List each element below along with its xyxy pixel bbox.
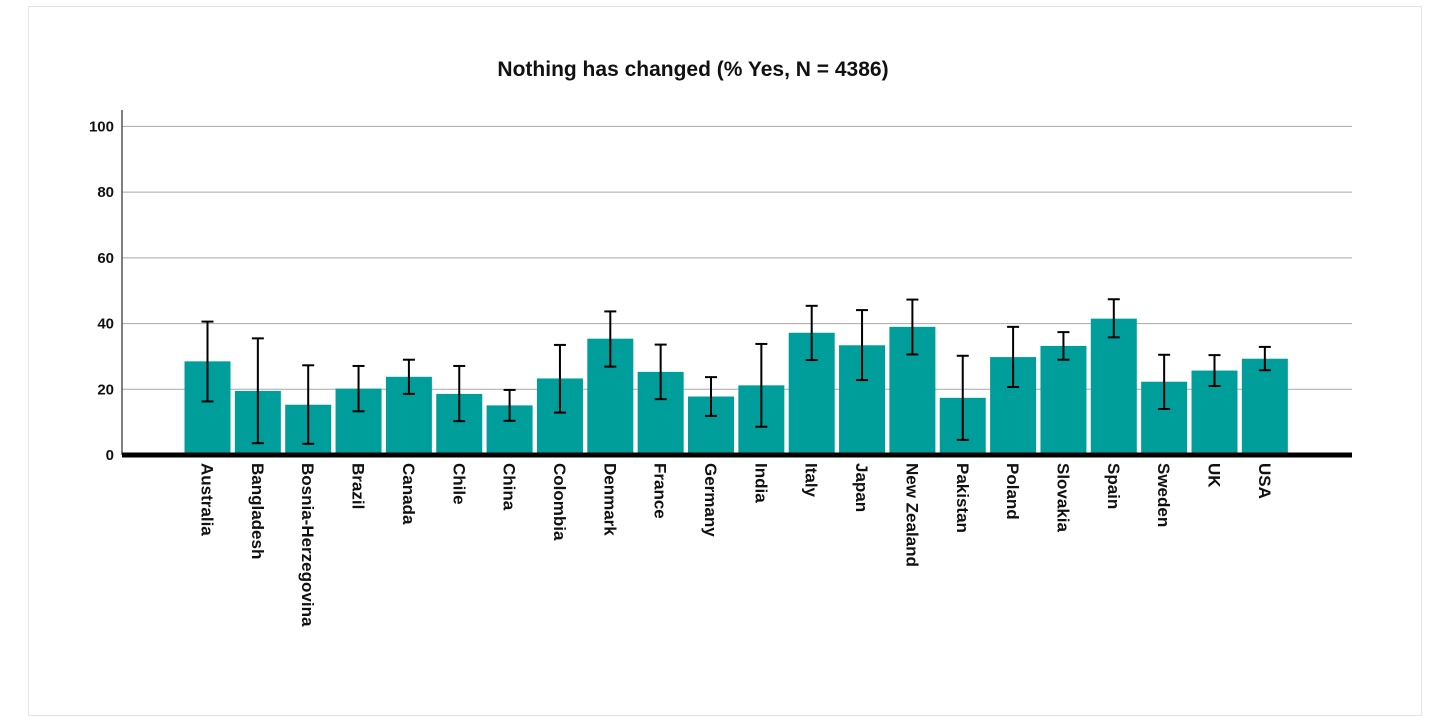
error-bar <box>755 342 768 428</box>
bars <box>184 318 1288 455</box>
error-bar <box>1007 325 1020 388</box>
y-tick-label: 20 <box>97 381 114 398</box>
x-category-label: India <box>751 463 770 503</box>
y-tick-label: 0 <box>106 447 114 464</box>
x-category-label: Brazil <box>349 463 368 509</box>
error-bar <box>654 343 667 401</box>
y-tick-label: 60 <box>97 250 114 267</box>
y-tick-label: 40 <box>97 316 114 333</box>
x-category-label: Sweden <box>1154 463 1173 527</box>
y-tick-label: 80 <box>97 184 114 201</box>
error-bar <box>705 376 717 417</box>
error-bar <box>1258 345 1271 372</box>
x-category-label: Colombia <box>550 463 569 541</box>
error-bar <box>402 358 415 395</box>
x-category-label: Denmark <box>600 463 619 536</box>
chart-title: Nothing has changed (% Yes, N = 4386) <box>497 58 888 81</box>
error-bar <box>1208 354 1221 387</box>
chart-panel <box>28 6 1422 716</box>
error-bar <box>1057 331 1070 361</box>
error-bar <box>251 337 264 445</box>
y-tick-label: 100 <box>89 118 114 135</box>
error-bar <box>503 388 516 422</box>
error-bar <box>453 364 466 423</box>
x-category-label: Chile <box>449 463 468 505</box>
bar <box>1090 318 1137 455</box>
x-category-label: Bosnia-Herzegovina <box>298 463 317 627</box>
error-bar <box>201 320 214 403</box>
x-category-label: France <box>651 463 670 519</box>
x-category-label: Germany <box>701 463 720 537</box>
error-bar <box>352 364 365 413</box>
x-category-label: Pakistan <box>953 463 972 533</box>
x-category-label: UK <box>1205 463 1224 488</box>
x-category-label: Poland <box>1003 463 1022 520</box>
x-category-label: Japan <box>852 463 871 512</box>
error-bars <box>201 298 1271 445</box>
x-category-label: USA <box>1255 463 1274 499</box>
error-bar <box>805 304 818 362</box>
x-category-label: China <box>500 463 519 511</box>
error-bar <box>302 364 315 445</box>
error-bar <box>856 309 869 382</box>
bar <box>1241 358 1288 455</box>
y-axis-ticks: 0 20 40 60 80 100 <box>89 118 114 464</box>
x-category-label: Italy <box>802 463 821 498</box>
x-category-label: Slovakia <box>1053 463 1072 533</box>
x-category-label: Australia <box>198 463 217 536</box>
x-category-label: New Zealand <box>902 463 921 567</box>
error-bar <box>906 298 919 356</box>
x-category-label: Bangladesh <box>248 463 267 559</box>
error-bar <box>956 354 969 441</box>
x-category-label: Spain <box>1104 463 1123 509</box>
error-bar <box>1158 353 1171 410</box>
x-category-label: Canada <box>399 463 418 525</box>
axes <box>121 110 1352 458</box>
error-bar <box>553 343 566 414</box>
gridlines <box>122 125 1352 390</box>
error-bar <box>604 310 617 368</box>
x-axis-category-labels: Australia Bangladesh Bosnia-Herzegovina Bra… <box>198 463 1274 627</box>
bar <box>1040 345 1087 455</box>
error-bar <box>1107 298 1120 339</box>
